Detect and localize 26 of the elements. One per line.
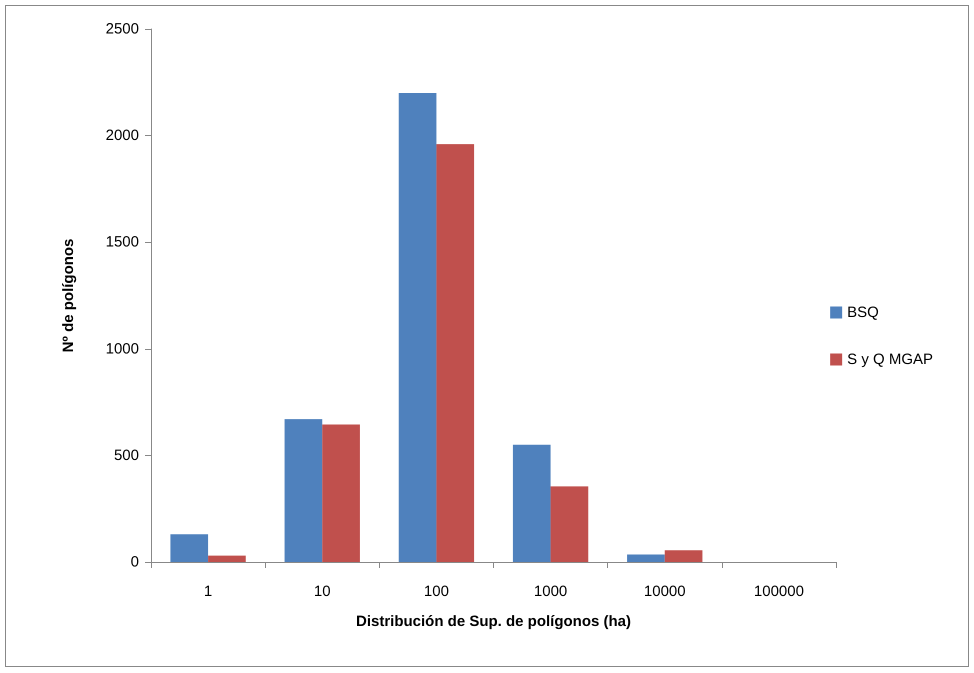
bar <box>208 556 246 562</box>
y-tick-label: 500 <box>114 446 139 464</box>
y-tick-label: 2500 <box>106 20 139 38</box>
bar <box>170 534 208 562</box>
bar <box>664 550 702 562</box>
x-tick-label: 10 <box>314 583 331 600</box>
legend-label: BSQ <box>847 304 879 321</box>
x-tick-label: 10000 <box>644 583 686 600</box>
y-tick-label: 2000 <box>106 127 139 144</box>
x-tick-label: 100000 <box>754 583 804 600</box>
y-tick-label: 0 <box>130 554 139 570</box>
y-tick-label: 1000 <box>106 340 139 358</box>
x-tick-label: 1 <box>204 583 212 600</box>
bar <box>436 144 474 562</box>
x-tick-label: 100 <box>424 583 449 600</box>
bar <box>512 444 551 562</box>
y-tick-label: 1500 <box>106 234 139 251</box>
y-axis-title: Nº de polígonos <box>60 238 77 352</box>
bar <box>284 419 322 562</box>
bar <box>322 424 360 562</box>
legend-label: S y Q MGAP <box>847 351 934 368</box>
bar <box>550 486 588 562</box>
bar <box>398 92 436 562</box>
x-tick-label: 1000 <box>534 583 568 600</box>
bar <box>627 554 665 562</box>
x-axis-title: Distribución de Sup. de polígonos (ha) <box>356 613 631 630</box>
